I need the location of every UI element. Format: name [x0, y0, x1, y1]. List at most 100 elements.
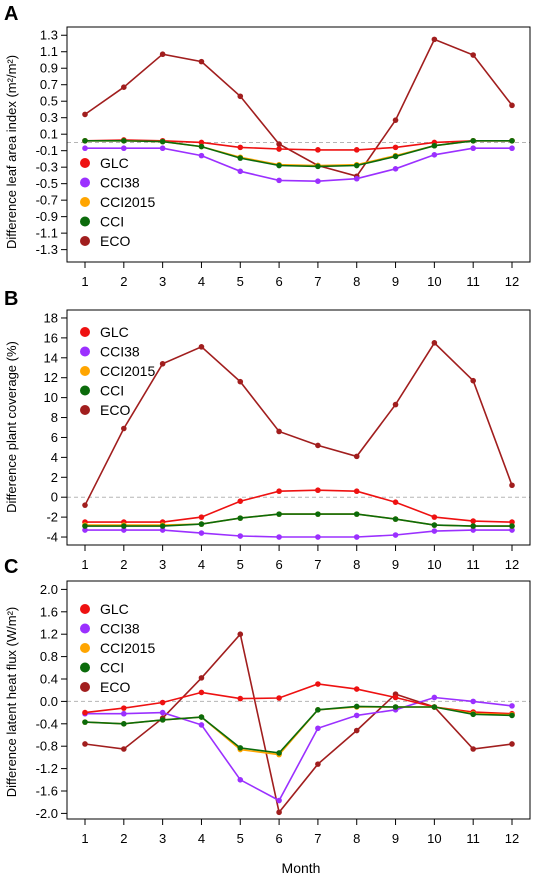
data-point-cci38 [121, 710, 127, 717]
data-point-eco [121, 746, 127, 752]
y-tick-label: -1.1 [36, 226, 58, 241]
data-point-cci38 [315, 534, 321, 540]
legend-label-glc: GLC [100, 155, 129, 171]
data-point-cci [353, 511, 360, 517]
data-point-glc [315, 147, 321, 153]
y-tick-label: 0.8 [40, 649, 58, 664]
series-line-cci [85, 513, 512, 527]
data-point-glc [392, 499, 399, 505]
series-line-eco [84, 38, 513, 178]
legend-marker-cci38 [80, 346, 90, 357]
data-point-cci [198, 143, 205, 150]
y-tick-label: 1.2 [40, 627, 58, 642]
data-point-eco [470, 746, 476, 752]
data-point-cci38 [353, 712, 360, 719]
series-line-cci [84, 705, 513, 754]
data-point-eco [315, 442, 321, 449]
data-point-glc [353, 488, 360, 495]
legend-label-eco: ECO [100, 679, 130, 695]
legend-label-cci2015: CCI2015 [100, 640, 155, 656]
data-point-cci38 [237, 168, 244, 175]
x-tick-label: 9 [392, 831, 399, 846]
data-point-cci [276, 750, 282, 756]
data-point-cci [470, 711, 476, 718]
panel-c-yticks: -2.0 -1.6 -1.2 -0.8 -0.4 0.0 0.4 0.8 1.2 1.6 2.0 [36, 582, 67, 821]
legend-marker-cci38 [80, 177, 90, 188]
y-tick-label: -4 [46, 530, 58, 545]
legend-label-cci: CCI [100, 383, 124, 399]
legend-label-glc: GLC [100, 324, 129, 340]
data-point-cci [121, 721, 127, 727]
y-tick-label: -0.9 [36, 209, 58, 224]
data-point-cci [315, 707, 321, 713]
data-point-cci38 [315, 178, 321, 184]
data-point-eco [353, 727, 360, 734]
data-point-cci [392, 516, 399, 522]
data-point-glc [470, 518, 476, 524]
x-tick-label: 2 [120, 274, 127, 289]
y-tick-label: 0.3 [40, 110, 58, 125]
panel-c-ylabel: Difference latent heat flux (W/m²) [4, 607, 19, 798]
series-line-cci38 [85, 529, 512, 538]
legend-label-cci2015: CCI2015 [100, 194, 155, 210]
legend-marker-eco [80, 682, 90, 692]
data-point-eco [159, 51, 166, 58]
legend-label-glc: GLC [100, 601, 129, 617]
data-point-eco [159, 360, 166, 367]
legend-marker-cci [80, 216, 90, 227]
data-point-cci [237, 515, 244, 521]
panel-b: B Difference plant coverage (%) -4 -2 0 2 4 6… [4, 288, 531, 572]
legend-marker-glc [80, 158, 90, 168]
panel-c: C Difference latent heat flux (W/m²) -2.… [4, 556, 531, 876]
data-point-cci38 [237, 533, 244, 539]
x-tick-label: 4 [198, 557, 205, 572]
y-tick-label: -0.4 [36, 716, 58, 731]
data-point-cci [470, 523, 476, 529]
data-point-glc [392, 694, 399, 701]
panel-a-label: A [4, 3, 18, 25]
x-tick-label: 11 [466, 274, 480, 289]
data-point-cci [198, 521, 205, 527]
legend-label-cci: CCI [100, 660, 124, 676]
data-point-eco [509, 482, 515, 489]
y-tick-label: -2 [46, 510, 58, 525]
data-point-cci38 [392, 532, 399, 538]
panel-a: A Difference leaf area index (m²/m²) -1.… [4, 3, 531, 289]
y-tick-label: -2.0 [36, 806, 58, 821]
data-point-glc [509, 519, 515, 525]
data-point-cci38 [276, 797, 282, 804]
data-point-cci38 [353, 175, 360, 182]
data-point-cci38 [237, 777, 244, 783]
data-point-glc [198, 514, 205, 520]
data-point-eco [276, 428, 282, 435]
x-tick-label: 6 [275, 274, 282, 289]
data-point-cci [82, 719, 88, 725]
panel-b-series [82, 340, 515, 540]
y-tick-label: 0 [51, 490, 58, 505]
legend-marker-cci2015 [80, 643, 90, 653]
y-tick-label: -0.5 [36, 176, 58, 191]
panel-c-legend: GLC CCI38 CCI2015 CCI ECO [80, 601, 155, 695]
data-point-cci38 [198, 530, 205, 536]
data-point-cci38 [509, 703, 515, 709]
legend-marker-cci2015 [80, 366, 90, 376]
data-point-cci [276, 511, 282, 517]
data-point-cci [431, 142, 438, 149]
data-point-cci38 [509, 145, 515, 152]
data-point-cci [392, 153, 399, 160]
data-point-glc [392, 144, 399, 151]
data-point-cci [159, 523, 166, 529]
y-tick-label: 8 [51, 410, 58, 425]
y-tick-label: 2.0 [40, 582, 58, 597]
y-tick-label: 1.1 [40, 44, 58, 59]
data-point-glc [198, 689, 205, 696]
data-point-cci [470, 137, 476, 144]
data-point-glc [159, 699, 166, 706]
x-tick-label: 5 [237, 557, 244, 572]
legend-label-eco: ECO [100, 402, 130, 418]
panel-a-ylabel: Difference leaf area index (m²/m²) [4, 55, 19, 249]
panel-a-frame [66, 26, 531, 263]
series-line-cci2015 [85, 513, 512, 527]
series-line-eco [84, 632, 513, 815]
x-tick-label: 9 [392, 557, 399, 572]
